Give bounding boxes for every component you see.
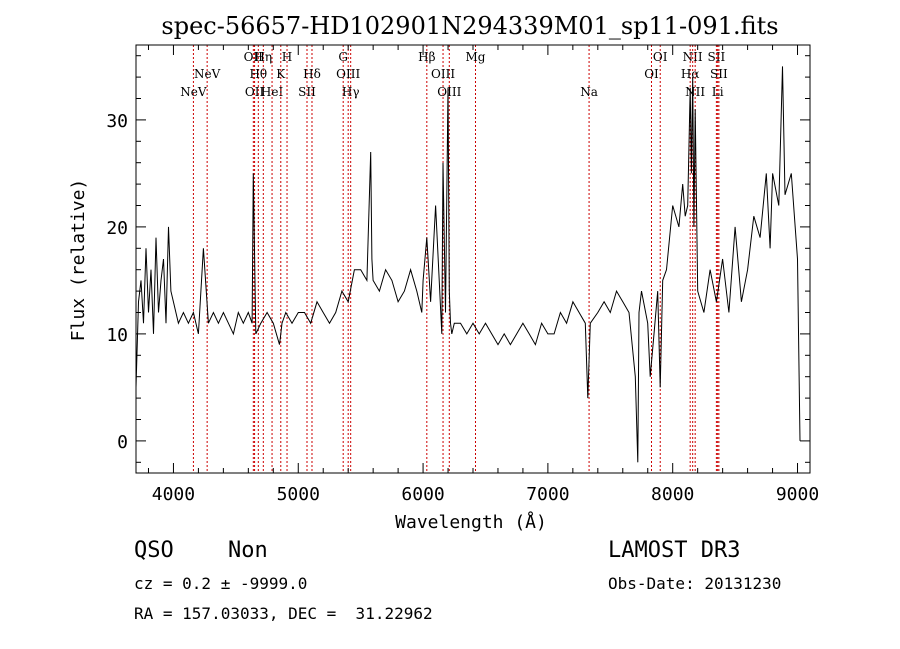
coordinates-text: RA = 157.03033, DEC = 31.22962 xyxy=(134,604,433,623)
line-marker-label: OIII xyxy=(431,67,455,81)
chart-title: spec-56657-HD102901N294339M01_sp11-091.f… xyxy=(161,12,778,40)
line-marker-label: NII xyxy=(685,85,705,99)
line-markers: NeVNeVOIIOIIHηHθHeIHKSIIHδGOIIIHγHβOIIIO… xyxy=(180,45,728,473)
y-axis-label: Flux (relative) xyxy=(68,179,89,342)
y-tick-label: 0 xyxy=(117,432,128,453)
line-marker-label: SII xyxy=(710,67,728,81)
line-marker-label: NeV xyxy=(194,67,221,81)
x-tick-label: 4000 xyxy=(152,484,195,505)
x-tick-label: 8000 xyxy=(651,484,694,505)
line-marker-label: OIII xyxy=(336,67,360,81)
line-marker-label: Hθ xyxy=(249,67,267,81)
release-label: LAMOST DR3 xyxy=(608,538,741,563)
line-marker-label: OII xyxy=(245,85,265,99)
line-marker-label: OIII xyxy=(437,85,461,99)
line-marker-label: Hβ xyxy=(418,50,435,64)
line-marker-label: SII xyxy=(298,85,316,99)
line-marker-label: Hδ xyxy=(303,67,321,81)
y-tick-label: 30 xyxy=(106,111,128,132)
line-marker-label: Na xyxy=(580,85,598,99)
line-marker-label: HeI xyxy=(261,85,284,99)
spectrum-series-line xyxy=(135,66,801,463)
line-marker-label: Hγ xyxy=(342,85,360,99)
line-marker-label: OI xyxy=(653,50,668,64)
x-axis-label: Wavelength (Å) xyxy=(395,511,547,533)
line-marker-label: Mg xyxy=(466,50,486,64)
line-marker-label: OI xyxy=(644,67,659,81)
line-marker-label: H xyxy=(282,50,292,64)
class-label: QSO xyxy=(134,538,174,563)
redshift-text: cz = 0.2 ± -9999.0 xyxy=(134,574,308,593)
line-marker-label: Hη xyxy=(254,50,272,64)
line-marker-label: NeV xyxy=(180,85,207,99)
subclass-label: Non xyxy=(228,538,268,563)
line-marker-label: Li xyxy=(712,85,724,99)
line-marker-label: Hα xyxy=(681,67,700,81)
line-marker-label: NII xyxy=(683,50,703,64)
plot-frame xyxy=(135,44,811,474)
x-axis: 4000 5000 6000 7000 8000 9000 xyxy=(147,45,819,505)
line-marker-label: SII xyxy=(708,50,726,64)
line-marker-label: K xyxy=(276,67,286,81)
y-tick-label: 20 xyxy=(106,218,128,239)
x-tick-label: 6000 xyxy=(401,484,444,505)
y-axis: 0 10 20 30 xyxy=(106,55,810,463)
x-tick-label: 5000 xyxy=(277,484,320,505)
y-tick-label: 10 xyxy=(106,325,128,346)
line-marker-label: G xyxy=(338,50,348,64)
x-tick-label: 7000 xyxy=(526,484,569,505)
obs-date-text: Obs-Date: 20131230 xyxy=(608,574,782,593)
x-tick-label: 9000 xyxy=(776,484,819,505)
